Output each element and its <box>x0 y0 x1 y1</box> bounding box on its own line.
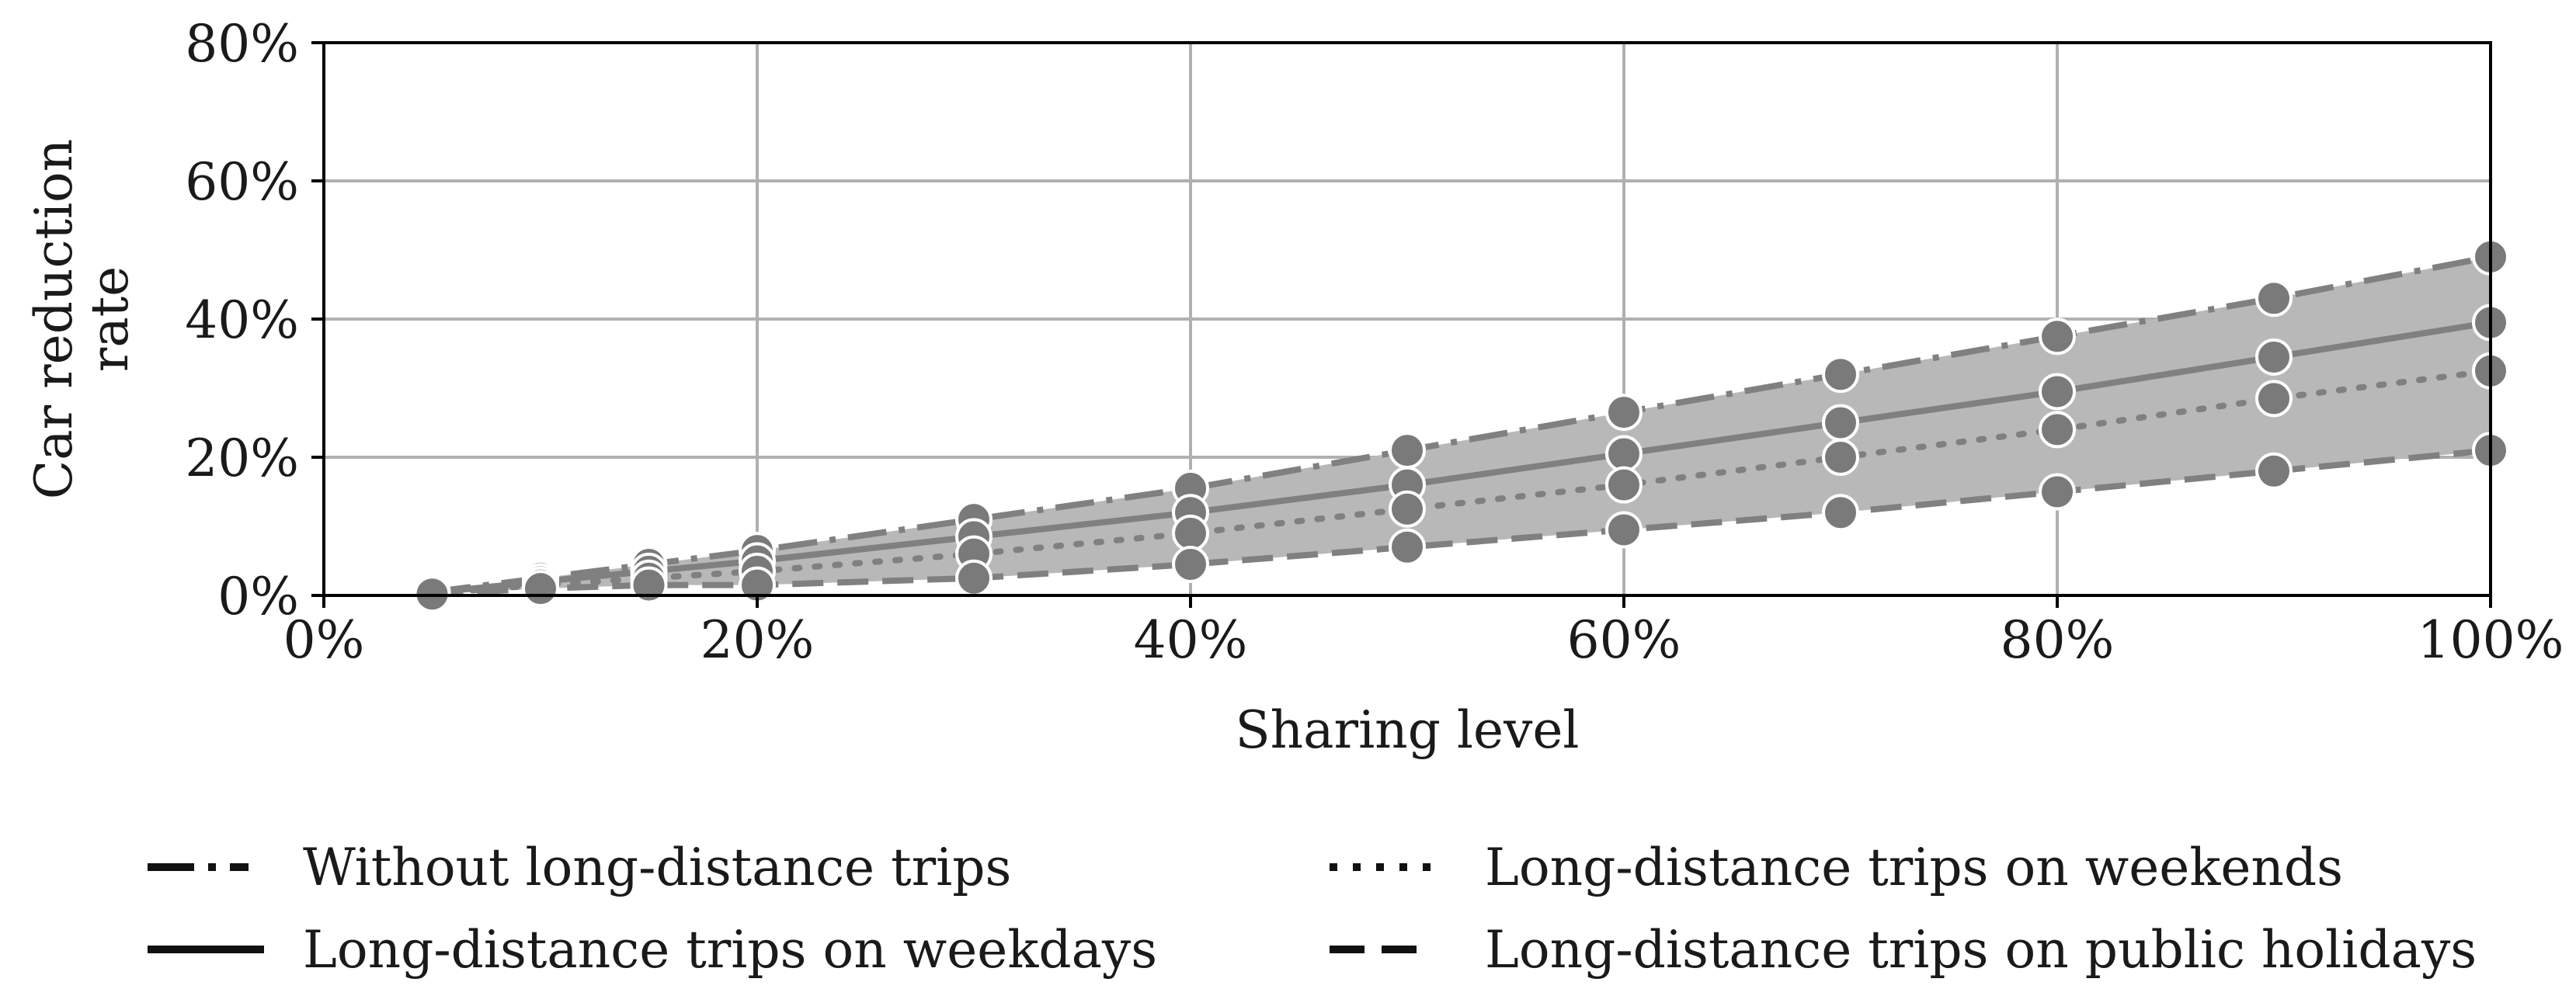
legend: Without long-distance trips Long-distanc… <box>148 838 2477 980</box>
point-without-long-distance-trips-9 <box>2039 318 2076 356</box>
point-without-long-distance-trips-6 <box>1389 432 1426 470</box>
point-long-distance-trips-on-public-holidays-9 <box>2039 473 2076 511</box>
y-axis-title-line-2: rate <box>80 266 140 372</box>
point-long-distance-trips-on-weekends-9 <box>2039 411 2076 449</box>
point-without-long-distance-trips-8 <box>1822 356 1859 394</box>
x-tick-label-0: 0% <box>283 610 365 670</box>
point-long-distance-trips-on-weekdays-9 <box>2039 373 2076 411</box>
point-long-distance-trips-on-weekdays-7 <box>1605 435 1643 473</box>
y-tick-label-2: 40% <box>185 290 299 350</box>
y-axis-title-line-1: Car reduction <box>24 139 84 500</box>
point-long-distance-trips-on-public-holidays-5 <box>1172 545 1209 583</box>
series-line-without-long-distance-trips <box>431 253 2491 595</box>
x-axis-title: Sharing level <box>1235 700 1579 760</box>
series-markers <box>413 238 2509 613</box>
y-tick-label-4: 80% <box>185 14 299 74</box>
point-without-long-distance-trips-7 <box>1605 394 1643 432</box>
point-long-distance-trips-on-weekdays-10 <box>2255 338 2293 376</box>
x-tick-label-4: 80% <box>2001 610 2115 670</box>
y-tick-label-1: 20% <box>185 429 299 488</box>
point-long-distance-trips-on-public-holidays-4 <box>955 559 993 597</box>
point-long-distance-trips-on-public-holidays-8 <box>1822 494 1859 532</box>
legend-label-public-holidays: Long-distance trips on public holidays <box>1485 920 2477 980</box>
point-long-distance-trips-on-public-holidays-6 <box>1389 528 1426 566</box>
point-long-distance-trips-on-weekends-6 <box>1389 490 1426 528</box>
x-tick-label-5: 100% <box>2418 610 2564 670</box>
x-tick-label-3: 60% <box>1567 610 1681 670</box>
legend-label-weekends: Long-distance trips on weekends <box>1485 838 2343 897</box>
x-tick-label-2: 40% <box>1134 610 1248 670</box>
point-long-distance-trips-on-weekends-8 <box>1822 439 1859 476</box>
x-tick-labels: 0% 20% 40% 60% 80% 100% <box>283 610 2564 670</box>
point-long-distance-trips-on-public-holidays-7 <box>1605 511 1643 549</box>
legend-label-without-long-distance: Without long-distance trips <box>303 838 1011 897</box>
y-tick-label-0: 0% <box>217 567 299 626</box>
legend-label-weekdays: Long-distance trips on weekdays <box>303 920 1157 980</box>
point-long-distance-trips-on-public-holidays-10 <box>2255 452 2293 490</box>
point-long-distance-trips-on-weekends-7 <box>1605 466 1643 504</box>
point-long-distance-trips-on-weekends-10 <box>2255 380 2293 418</box>
point-long-distance-trips-on-weekdays-8 <box>1822 404 1859 442</box>
x-tick-label-1: 20% <box>700 610 815 670</box>
point-without-long-distance-trips-10 <box>2255 279 2293 318</box>
y-tick-labels: 0% 20% 40% 60% 80% <box>185 14 299 626</box>
y-axis-title: Car reduction rate <box>24 139 140 500</box>
y-tick-label-3: 60% <box>185 152 299 212</box>
point-long-distance-trips-on-public-holidays-2 <box>630 566 668 604</box>
point-long-distance-trips-on-public-holidays-1 <box>522 570 559 608</box>
point-long-distance-trips-on-weekends-5 <box>1172 514 1209 552</box>
ticks <box>311 41 2492 608</box>
